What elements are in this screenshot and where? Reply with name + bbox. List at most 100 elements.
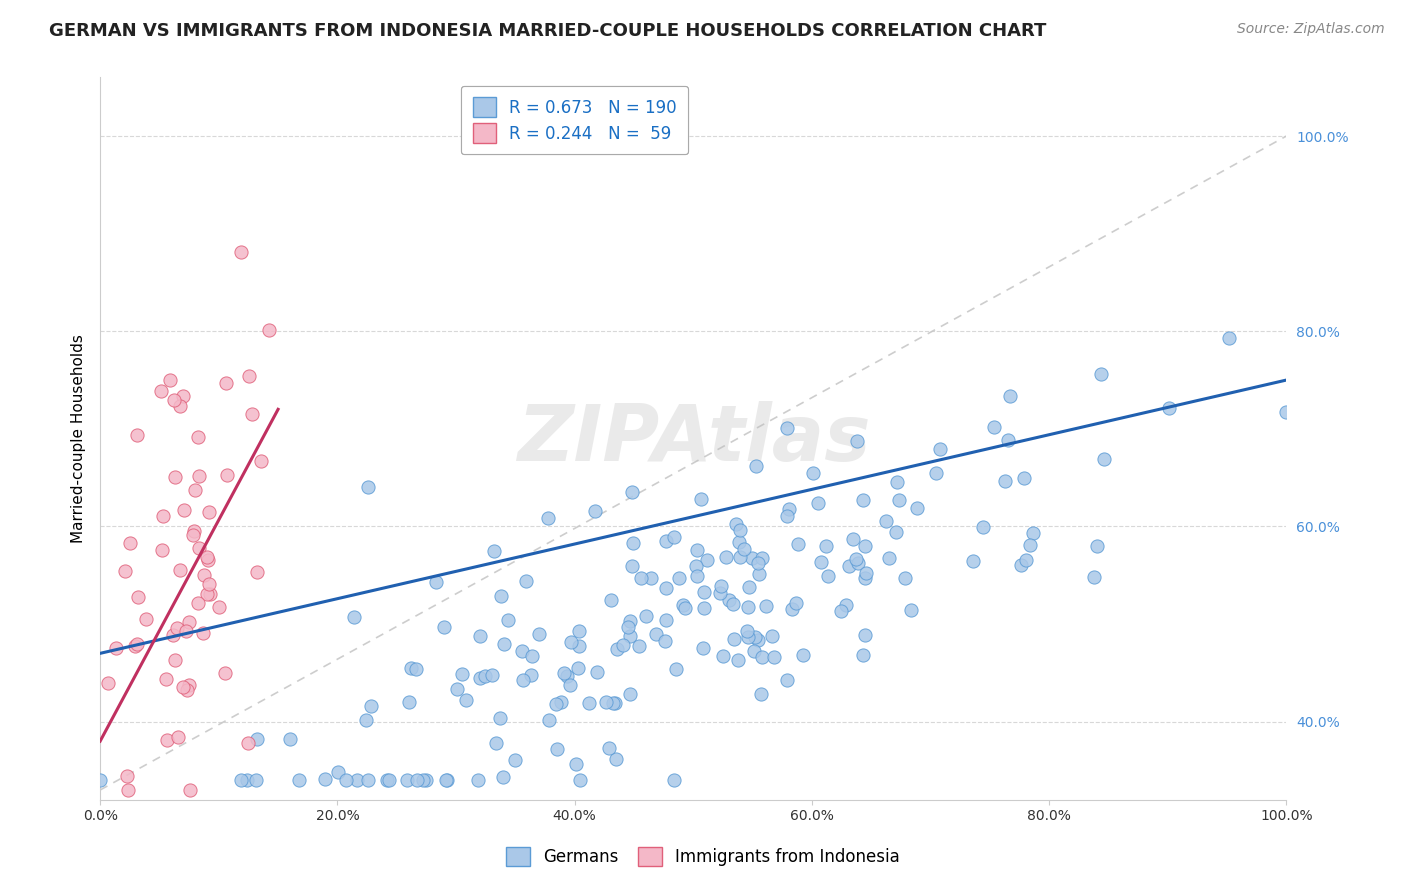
Point xyxy=(240,407,263,421)
Point xyxy=(686,543,709,558)
Point xyxy=(1218,331,1240,345)
Point xyxy=(217,467,239,482)
Point xyxy=(257,323,280,337)
Point xyxy=(515,574,537,588)
Point xyxy=(177,678,200,692)
Point xyxy=(197,553,219,567)
Point xyxy=(150,543,173,558)
Point xyxy=(555,669,578,683)
Point xyxy=(693,585,716,599)
Point xyxy=(696,553,718,567)
Point xyxy=(709,586,731,600)
Point xyxy=(717,593,740,607)
Point xyxy=(238,369,260,384)
Point xyxy=(399,661,422,675)
Point xyxy=(1015,553,1038,567)
Point xyxy=(159,373,181,387)
Point xyxy=(537,511,560,525)
Point xyxy=(187,541,209,555)
Point xyxy=(127,428,149,442)
Point xyxy=(755,599,778,613)
Point xyxy=(745,458,768,473)
Point xyxy=(733,541,755,556)
Point xyxy=(567,661,589,675)
Point xyxy=(751,550,773,565)
Legend: R = 0.673   N = 190, R = 0.244   N =  59: R = 0.673 N = 190, R = 0.244 N = 59 xyxy=(461,86,689,154)
Point xyxy=(835,599,858,613)
Point xyxy=(195,549,218,564)
Point xyxy=(492,637,515,651)
Point xyxy=(193,567,215,582)
Point xyxy=(378,772,401,787)
Point xyxy=(655,534,678,549)
Point xyxy=(776,421,799,435)
Point xyxy=(512,673,534,687)
Point xyxy=(994,474,1017,488)
Point xyxy=(853,627,876,641)
Point xyxy=(900,603,922,617)
Point xyxy=(405,663,427,677)
Point xyxy=(728,534,751,549)
Point xyxy=(747,556,769,570)
Point xyxy=(838,558,860,573)
Point xyxy=(357,773,380,788)
Point xyxy=(127,637,149,651)
Point xyxy=(1275,405,1298,419)
Point xyxy=(972,519,994,533)
Point xyxy=(246,566,269,580)
Point xyxy=(782,602,804,616)
Point xyxy=(621,536,644,550)
Point xyxy=(181,528,204,542)
Point xyxy=(215,376,238,391)
Point xyxy=(489,589,512,603)
Point xyxy=(602,697,624,711)
Point xyxy=(560,678,582,692)
Point xyxy=(616,620,638,634)
Point xyxy=(727,653,749,667)
Point xyxy=(183,524,205,538)
Point xyxy=(491,770,513,784)
Point xyxy=(619,629,641,643)
Point xyxy=(156,732,179,747)
Point xyxy=(723,632,745,647)
Point xyxy=(665,662,688,676)
Point xyxy=(595,695,617,709)
Point xyxy=(741,550,763,565)
Point xyxy=(737,630,759,644)
Point xyxy=(1092,452,1115,467)
Point xyxy=(737,600,759,615)
Point xyxy=(179,615,201,630)
Point xyxy=(853,571,876,585)
Point xyxy=(801,467,824,481)
Point xyxy=(1010,558,1032,572)
Point xyxy=(928,442,950,457)
Point xyxy=(787,537,810,551)
Point xyxy=(163,653,186,667)
Point xyxy=(728,523,751,537)
Point xyxy=(568,624,591,639)
Point xyxy=(155,672,177,686)
Point xyxy=(721,597,744,611)
Point xyxy=(191,626,214,640)
Point xyxy=(735,624,758,638)
Point xyxy=(169,399,191,413)
Point xyxy=(655,613,678,627)
Point xyxy=(585,665,607,679)
Point xyxy=(686,569,709,583)
Point xyxy=(855,566,877,580)
Point xyxy=(503,753,526,767)
Point xyxy=(357,480,380,494)
Point xyxy=(343,610,366,624)
Point xyxy=(280,731,302,746)
Point xyxy=(714,550,737,565)
Point xyxy=(187,469,209,483)
Point xyxy=(163,392,186,407)
Point xyxy=(187,596,209,610)
Point xyxy=(654,634,676,648)
Point xyxy=(685,558,707,573)
Point xyxy=(628,640,651,654)
Point xyxy=(815,539,838,553)
Point xyxy=(481,667,503,681)
Point xyxy=(612,638,634,652)
Point xyxy=(546,742,568,756)
